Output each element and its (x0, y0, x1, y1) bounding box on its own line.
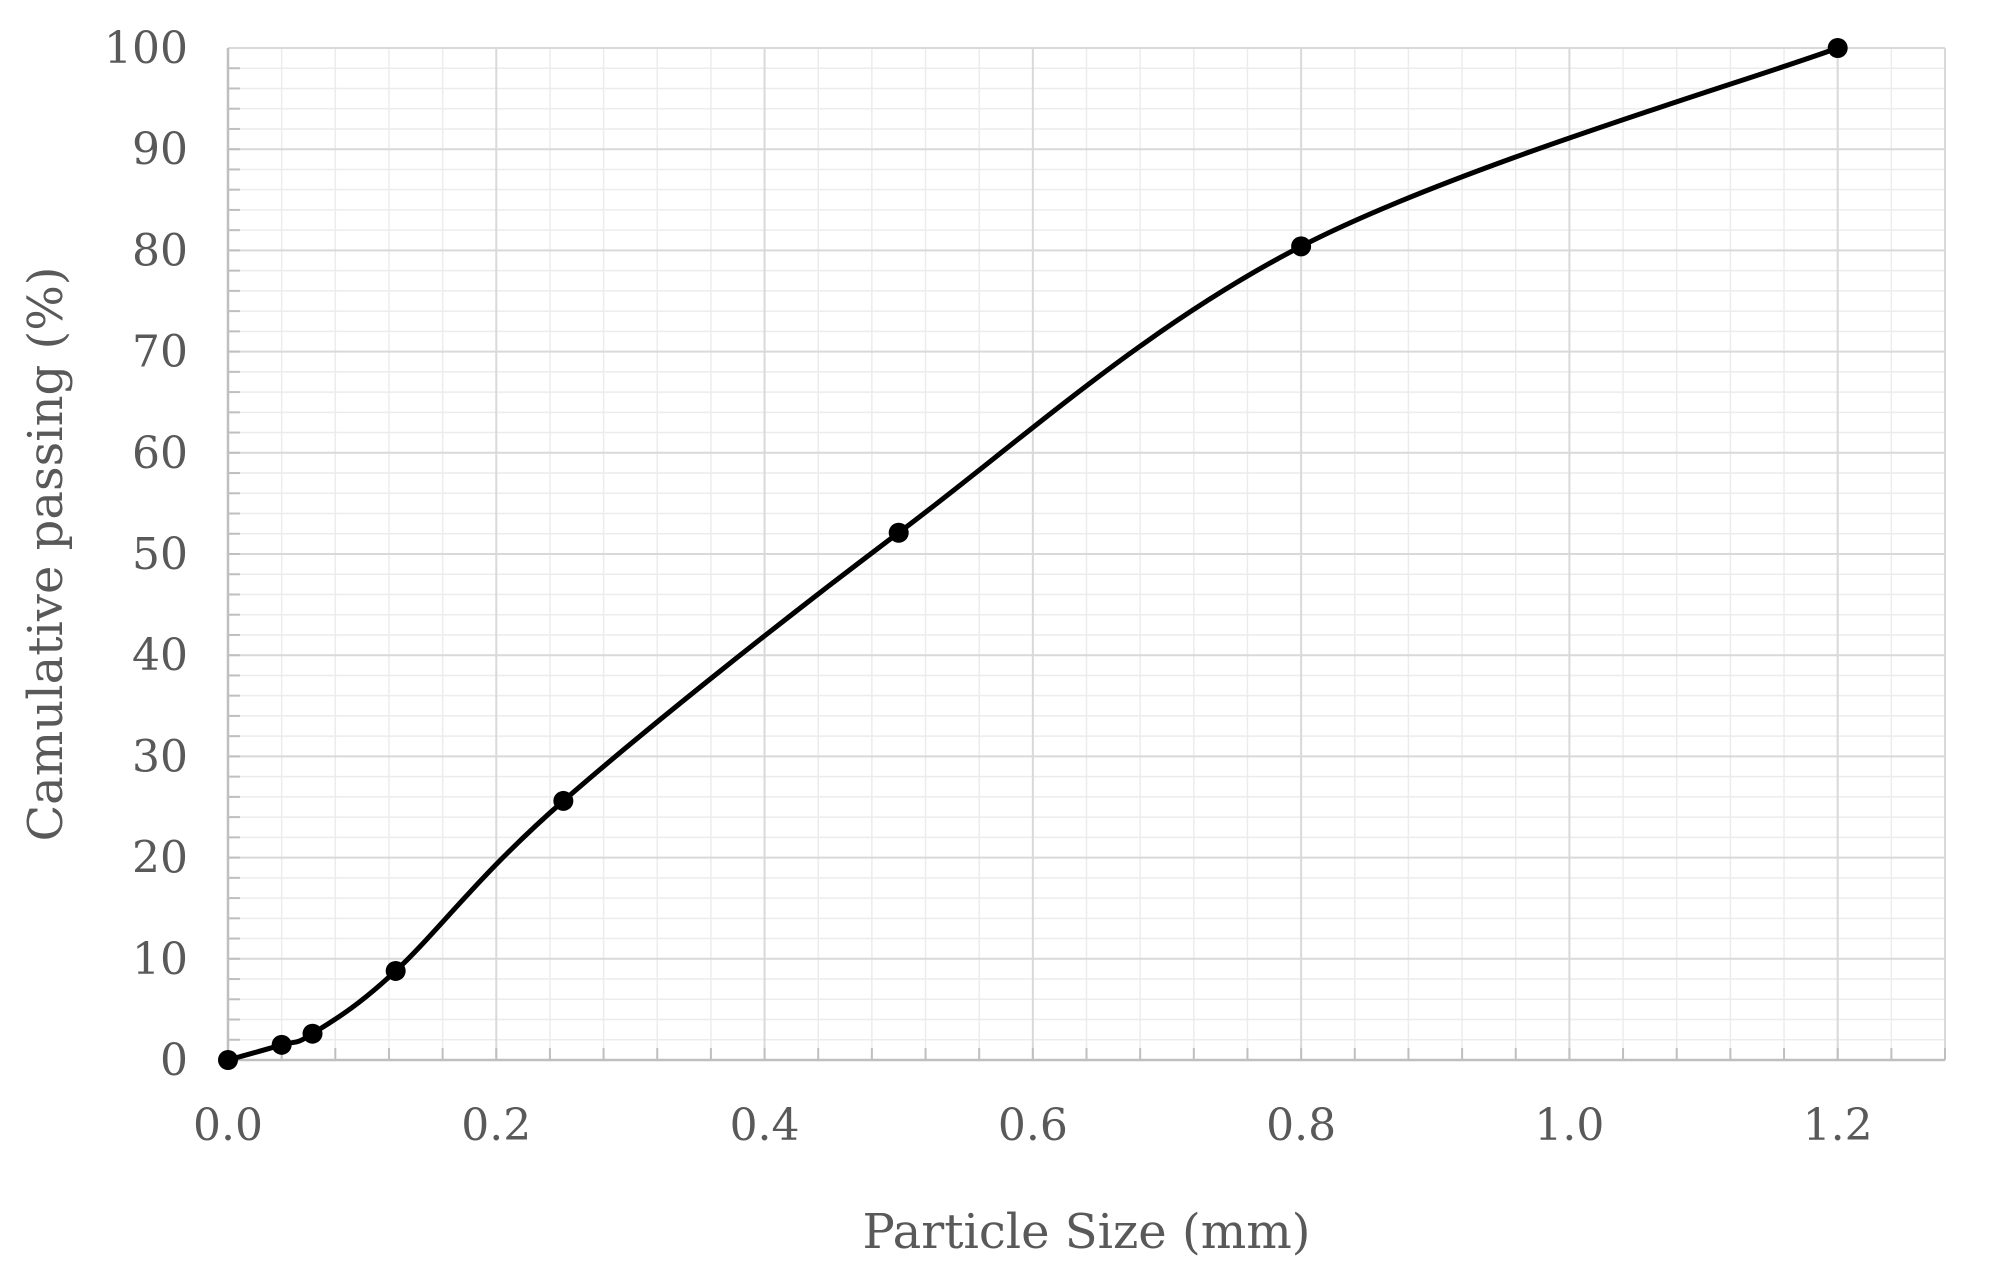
x-tick-label: 1.2 (1803, 1100, 1873, 1151)
y-tick-label: 50 (132, 529, 188, 580)
y-tick-label: 80 (132, 225, 188, 276)
data-point (553, 790, 574, 811)
y-tick-label: 20 (132, 833, 188, 884)
grid (228, 47, 1946, 1060)
x-tick-label: 0.4 (730, 1100, 800, 1151)
x-tick-label: 0.2 (461, 1100, 531, 1151)
tick-labels: 0.0 0.2 0.4 0.6 0.8 1.0 1.2 0 10 20 30 40 50 60 70 80 90… (104, 23, 1873, 1151)
y-tick-label: 30 (132, 731, 188, 782)
y-tick-label: 40 (132, 630, 188, 681)
y-tick-label: 90 (132, 124, 188, 175)
data-series (218, 38, 1848, 1070)
y-tick-label: 100 (104, 23, 188, 74)
x-tick-label: 0.0 (193, 1100, 263, 1151)
data-point (888, 522, 909, 543)
data-point (271, 1034, 292, 1055)
data-point (1291, 236, 1312, 257)
x-tick-label: 1.0 (1534, 1100, 1604, 1151)
y-tick-label: 60 (132, 428, 188, 479)
y-axis-title: Camulative passing (%) (18, 266, 74, 841)
axes (226, 48, 1946, 1062)
x-tick-label: 0.8 (1266, 1100, 1336, 1151)
data-point (218, 1050, 238, 1070)
y-tick-label: 70 (132, 327, 188, 378)
x-tick-label: 0.6 (998, 1100, 1068, 1151)
data-point (385, 960, 406, 981)
y-tick-label: 10 (132, 934, 188, 985)
data-point (1827, 38, 1848, 58)
y-tick-label: 0 (160, 1035, 188, 1086)
data-point (302, 1023, 323, 1044)
x-axis-title: Particle Size (mm) (863, 1204, 1311, 1260)
